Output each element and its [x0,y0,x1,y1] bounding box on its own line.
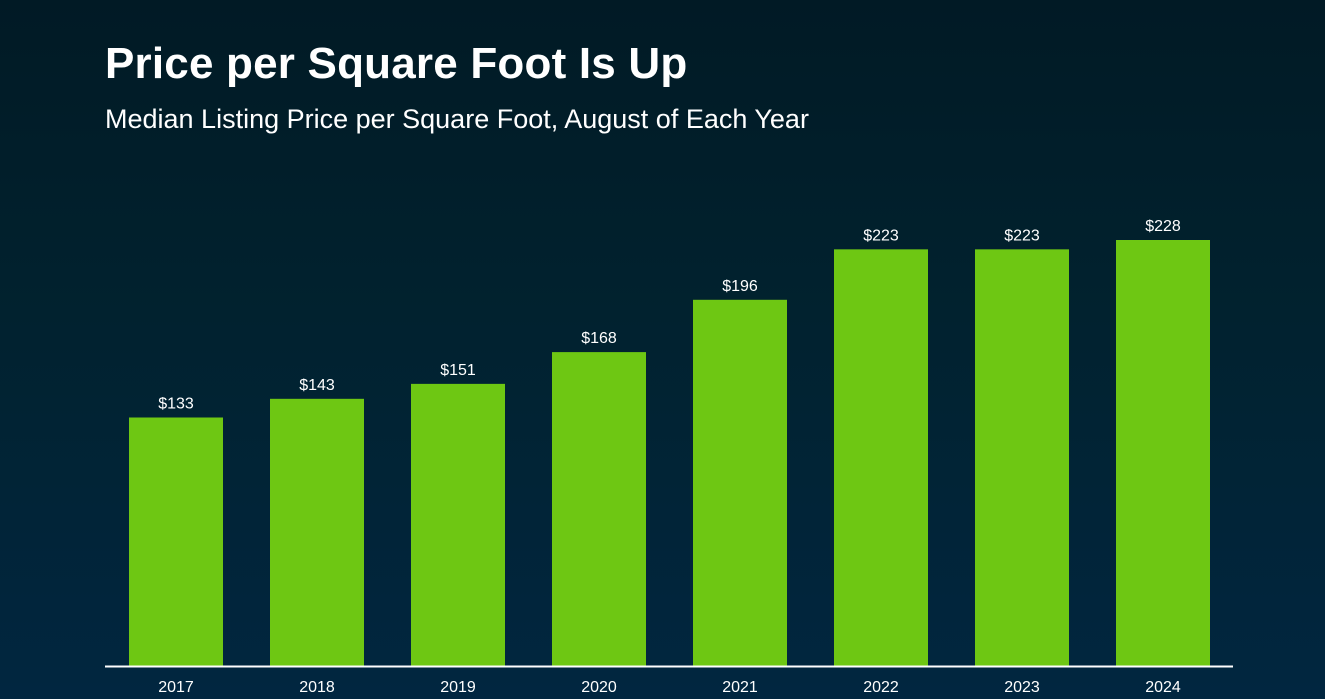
bars-group [129,240,1210,666]
x-tick-label-2024: 2024 [1145,679,1181,696]
bar-2021 [693,299,787,666]
data-label-2018: $143 [299,377,335,394]
data-label-2019: $151 [440,362,476,379]
x-tick-label-2017: 2017 [158,679,194,696]
x-tick-label-2021: 2021 [722,679,758,696]
data-label-2024: $228 [1145,218,1181,235]
data-label-2022: $223 [863,227,899,244]
bar-2022 [834,249,928,666]
value-labels-group: $133 $143 $151 $168 $196 $223 $223 $228 [158,218,1181,413]
bar-2020 [552,352,646,666]
bar-2023 [975,249,1069,666]
data-label-2020: $168 [581,330,617,347]
x-tick-label-2023: 2023 [1004,679,1040,696]
x-tick-label-2019: 2019 [440,679,476,696]
bar-2019 [411,383,505,666]
bar-2024 [1116,240,1210,666]
x-tick-label-2020: 2020 [581,679,617,696]
x-tick-label-2018: 2018 [299,679,335,696]
data-label-2017: $133 [158,396,194,413]
chart-title: Price per Square Foot Is Up [105,39,688,88]
data-label-2023: $223 [1004,227,1040,244]
bar-2018 [270,398,364,666]
tick-labels-group: 2017 2018 2019 2020 2021 2022 2023 2024 [158,679,1181,696]
bar-2017 [129,417,223,666]
x-tick-label-2022: 2022 [863,679,899,696]
chart-subtitle: Median Listing Price per Square Foot, Au… [105,104,809,134]
data-label-2021: $196 [722,278,758,295]
